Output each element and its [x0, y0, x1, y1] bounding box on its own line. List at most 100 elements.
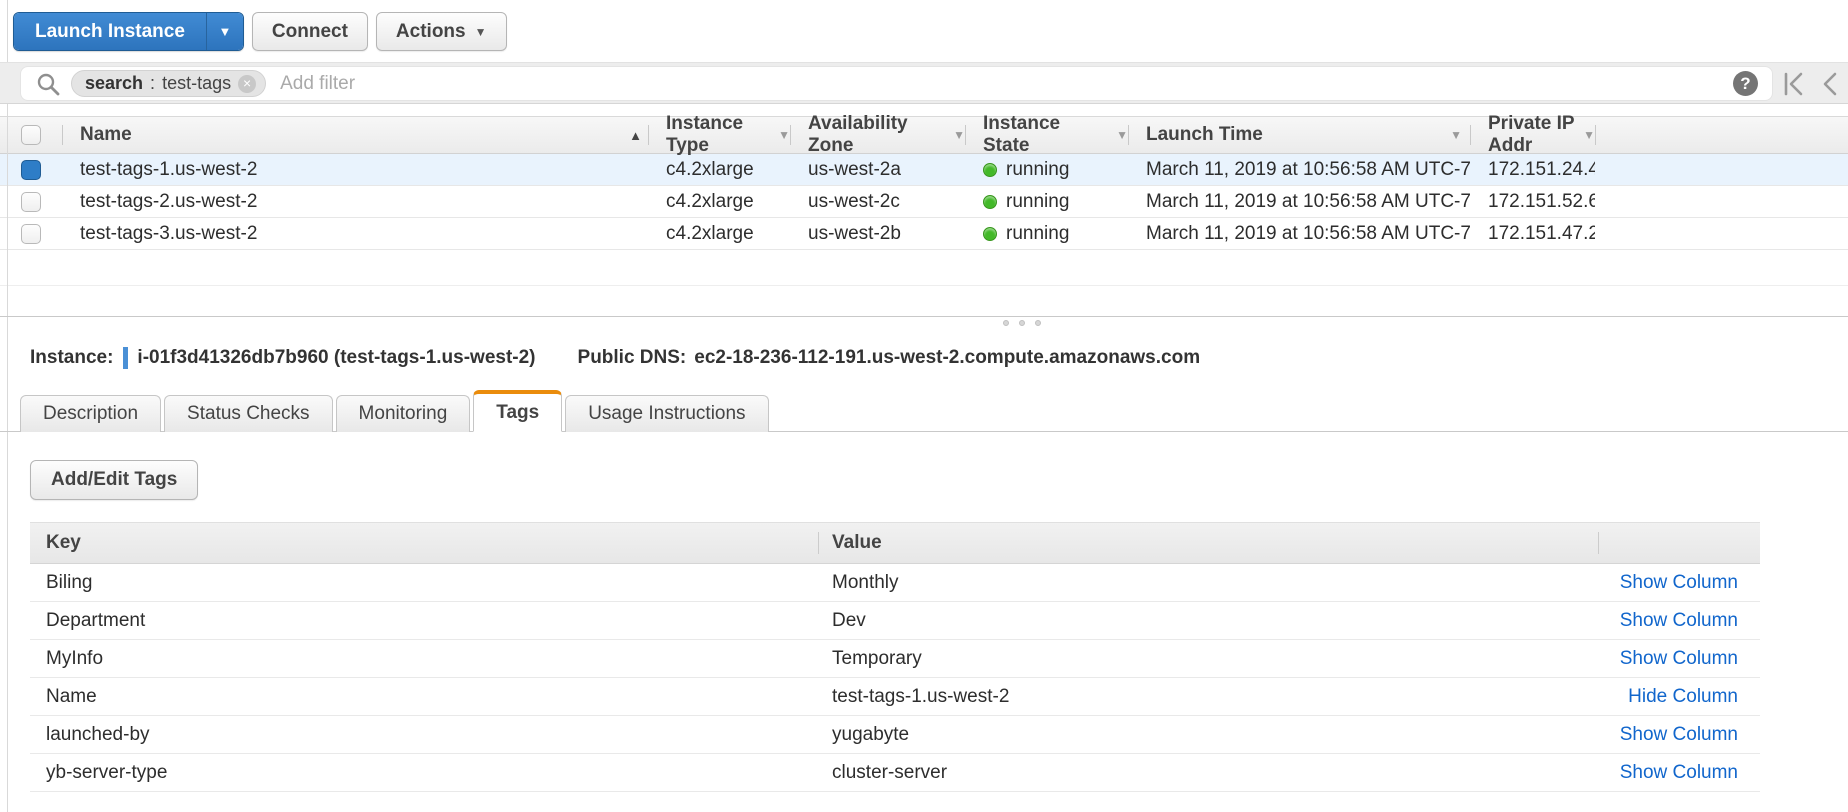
hide-column-link[interactable]: Hide Column: [1628, 685, 1738, 707]
tab-status-checks[interactable]: Status Checks: [164, 395, 333, 432]
instance-label: Instance:: [30, 347, 114, 368]
launch-instance-button[interactable]: Launch Instance: [14, 13, 206, 50]
column-header-name[interactable]: Name ▲: [62, 117, 648, 153]
filter-value: test-tags: [162, 73, 232, 93]
chevron-down-icon: ▼: [474, 24, 487, 39]
instance-name: test-tags-2.us-west-2: [80, 190, 258, 212]
previous-page-icon[interactable]: [1822, 71, 1838, 97]
instances-table-header: Name ▲ Instance Type ▼ Availability Zone…: [0, 113, 1848, 156]
sort-caret-icon: ▼: [778, 128, 790, 142]
filter-strip: search : test-tags × ?: [0, 62, 1848, 104]
instance-row-1[interactable]: test-tags-1.us-west-2 c4.2xlarge us-west…: [0, 154, 1848, 186]
column-header-instance-state-label: Instance State: [983, 113, 1061, 156]
instance-name: test-tags-3.us-west-2: [80, 222, 258, 244]
tags-table-header: Key Value: [30, 522, 1760, 564]
public-dns-value: ec2-18-236-112-191.us-west-2.compute.ama…: [694, 347, 1201, 368]
row-checkbox[interactable]: [21, 191, 41, 212]
launch-time: March 11, 2019 at 10:56:58 AM UTC-7: [1146, 222, 1470, 244]
availability-zone: us-west-2b: [808, 222, 901, 244]
connect-button[interactable]: Connect: [251, 12, 368, 51]
selection-bar-icon: [123, 347, 129, 369]
availability-zone: us-west-2a: [808, 158, 901, 180]
tag-key: Biling: [46, 571, 93, 593]
tab-usage-instructions[interactable]: Usage Instructions: [565, 395, 769, 432]
running-status-icon: [983, 226, 997, 241]
tag-row: Biling Monthly Show Column: [30, 564, 1760, 602]
sort-ascending-icon: ▲: [629, 127, 642, 143]
search-filter-box[interactable]: search : test-tags × ?: [20, 66, 1773, 101]
instance-type: c4.2xlarge: [666, 222, 754, 244]
tag-key: MyInfo: [46, 647, 104, 669]
filter-tag-search-test-tags[interactable]: search : test-tags ×: [71, 70, 267, 97]
show-column-link[interactable]: Show Column: [1619, 723, 1738, 745]
tag-value: test-tags-1.us-west-2: [832, 685, 1010, 707]
tab-description[interactable]: Description: [20, 395, 162, 432]
instance-state: running: [965, 223, 1128, 245]
column-header-launch-time-label: Launch Time: [1146, 124, 1263, 145]
launch-time: March 11, 2019 at 10:56:58 AM UTC-7: [1146, 158, 1470, 180]
tag-key: Department: [46, 609, 146, 631]
sort-caret-icon: ▼: [1450, 128, 1462, 142]
tab-monitoring[interactable]: Monitoring: [335, 395, 471, 432]
running-status-icon: [983, 162, 997, 177]
show-column-link[interactable]: Show Column: [1619, 647, 1738, 669]
instance-row-3[interactable]: test-tags-3.us-west-2 c4.2xlarge us-west…: [0, 218, 1848, 250]
column-header-availability-zone[interactable]: Availability Zone ▼: [790, 113, 965, 156]
tag-key: launched-by: [46, 723, 150, 745]
column-header-private-ip[interactable]: Private IP Addr ▼: [1470, 113, 1595, 156]
tag-key: Name: [46, 685, 97, 707]
tag-key: yb-server-type: [46, 761, 168, 783]
row-checkbox[interactable]: [21, 223, 41, 244]
sort-caret-icon: ▼: [1116, 128, 1128, 142]
column-header-instance-type[interactable]: Instance Type ▼: [648, 113, 790, 156]
private-ip: 172.151.24.47: [1488, 158, 1595, 180]
show-column-link[interactable]: Show Column: [1619, 571, 1738, 593]
detail-pane: Instance: i-01f3d41326db7b960 (test-tags…: [0, 316, 1848, 792]
tag-row: MyInfo Temporary Show Column: [30, 640, 1760, 678]
private-ip: 172.151.52.6: [1488, 190, 1595, 212]
instance-name: test-tags-1.us-west-2: [80, 158, 258, 180]
tag-value: Dev: [832, 609, 866, 631]
select-all-checkbox[interactable]: [21, 125, 41, 145]
launch-time: March 11, 2019 at 10:56:58 AM UTC-7: [1146, 190, 1470, 212]
actions-button[interactable]: Actions ▼: [375, 12, 507, 51]
column-header-instance-type-label: Instance Type: [666, 113, 744, 156]
show-column-link[interactable]: Show Column: [1619, 609, 1738, 631]
column-header-private-ip-label: Private IP Addr: [1488, 113, 1575, 156]
row-checkbox-checked[interactable]: [21, 159, 41, 180]
tab-tags[interactable]: Tags: [473, 390, 563, 432]
tag-value: Temporary: [832, 647, 922, 669]
instance-state-label: running: [1006, 222, 1070, 244]
tag-row: Name test-tags-1.us-west-2 Hide Column: [30, 678, 1760, 716]
show-column-link[interactable]: Show Column: [1619, 761, 1738, 783]
search-icon: [37, 73, 60, 95]
first-page-icon[interactable]: [1782, 71, 1806, 97]
sort-caret-icon: ▼: [953, 128, 965, 142]
pane-resize-handle[interactable]: [1003, 320, 1041, 326]
tag-value: Monthly: [832, 571, 899, 593]
sort-caret-icon: ▼: [1583, 128, 1595, 142]
chevron-down-icon: ▼: [218, 24, 232, 39]
tag-row: launched-by yugabyte Show Column: [30, 716, 1760, 754]
tag-row: yb-server-type cluster-server Show Colum…: [30, 754, 1760, 792]
instance-row-2[interactable]: test-tags-2.us-west-2 c4.2xlarge us-west…: [0, 186, 1848, 218]
help-icon[interactable]: ?: [1733, 71, 1758, 96]
column-header-instance-state[interactable]: Instance State ▼: [965, 113, 1128, 156]
instance-type: c4.2xlarge: [666, 158, 754, 180]
actions-button-label: Actions: [395, 20, 466, 42]
launch-instance-dropdown-button[interactable]: ▼: [205, 13, 243, 50]
add-edit-tags-button[interactable]: Add/Edit Tags: [30, 460, 199, 500]
toolbar: Launch Instance ▼ Connect Actions ▼: [0, 0, 1848, 62]
remove-filter-icon[interactable]: ×: [238, 74, 257, 93]
instance-id: i-01f3d41326db7b960 (test-tags-1.us-west…: [137, 347, 536, 368]
column-header-launch-time[interactable]: Launch Time ▼: [1128, 117, 1470, 153]
add-filter-input[interactable]: [280, 72, 1733, 95]
public-dns-label: Public DNS:: [577, 347, 687, 368]
running-status-icon: [983, 194, 997, 209]
filter-key: search: [85, 73, 144, 93]
detail-header: Instance: i-01f3d41326db7b960 (test-tags…: [0, 317, 1848, 369]
instance-state: running: [965, 159, 1128, 181]
tag-value: cluster-server: [832, 761, 948, 783]
column-header-spacer: [1595, 117, 1848, 153]
